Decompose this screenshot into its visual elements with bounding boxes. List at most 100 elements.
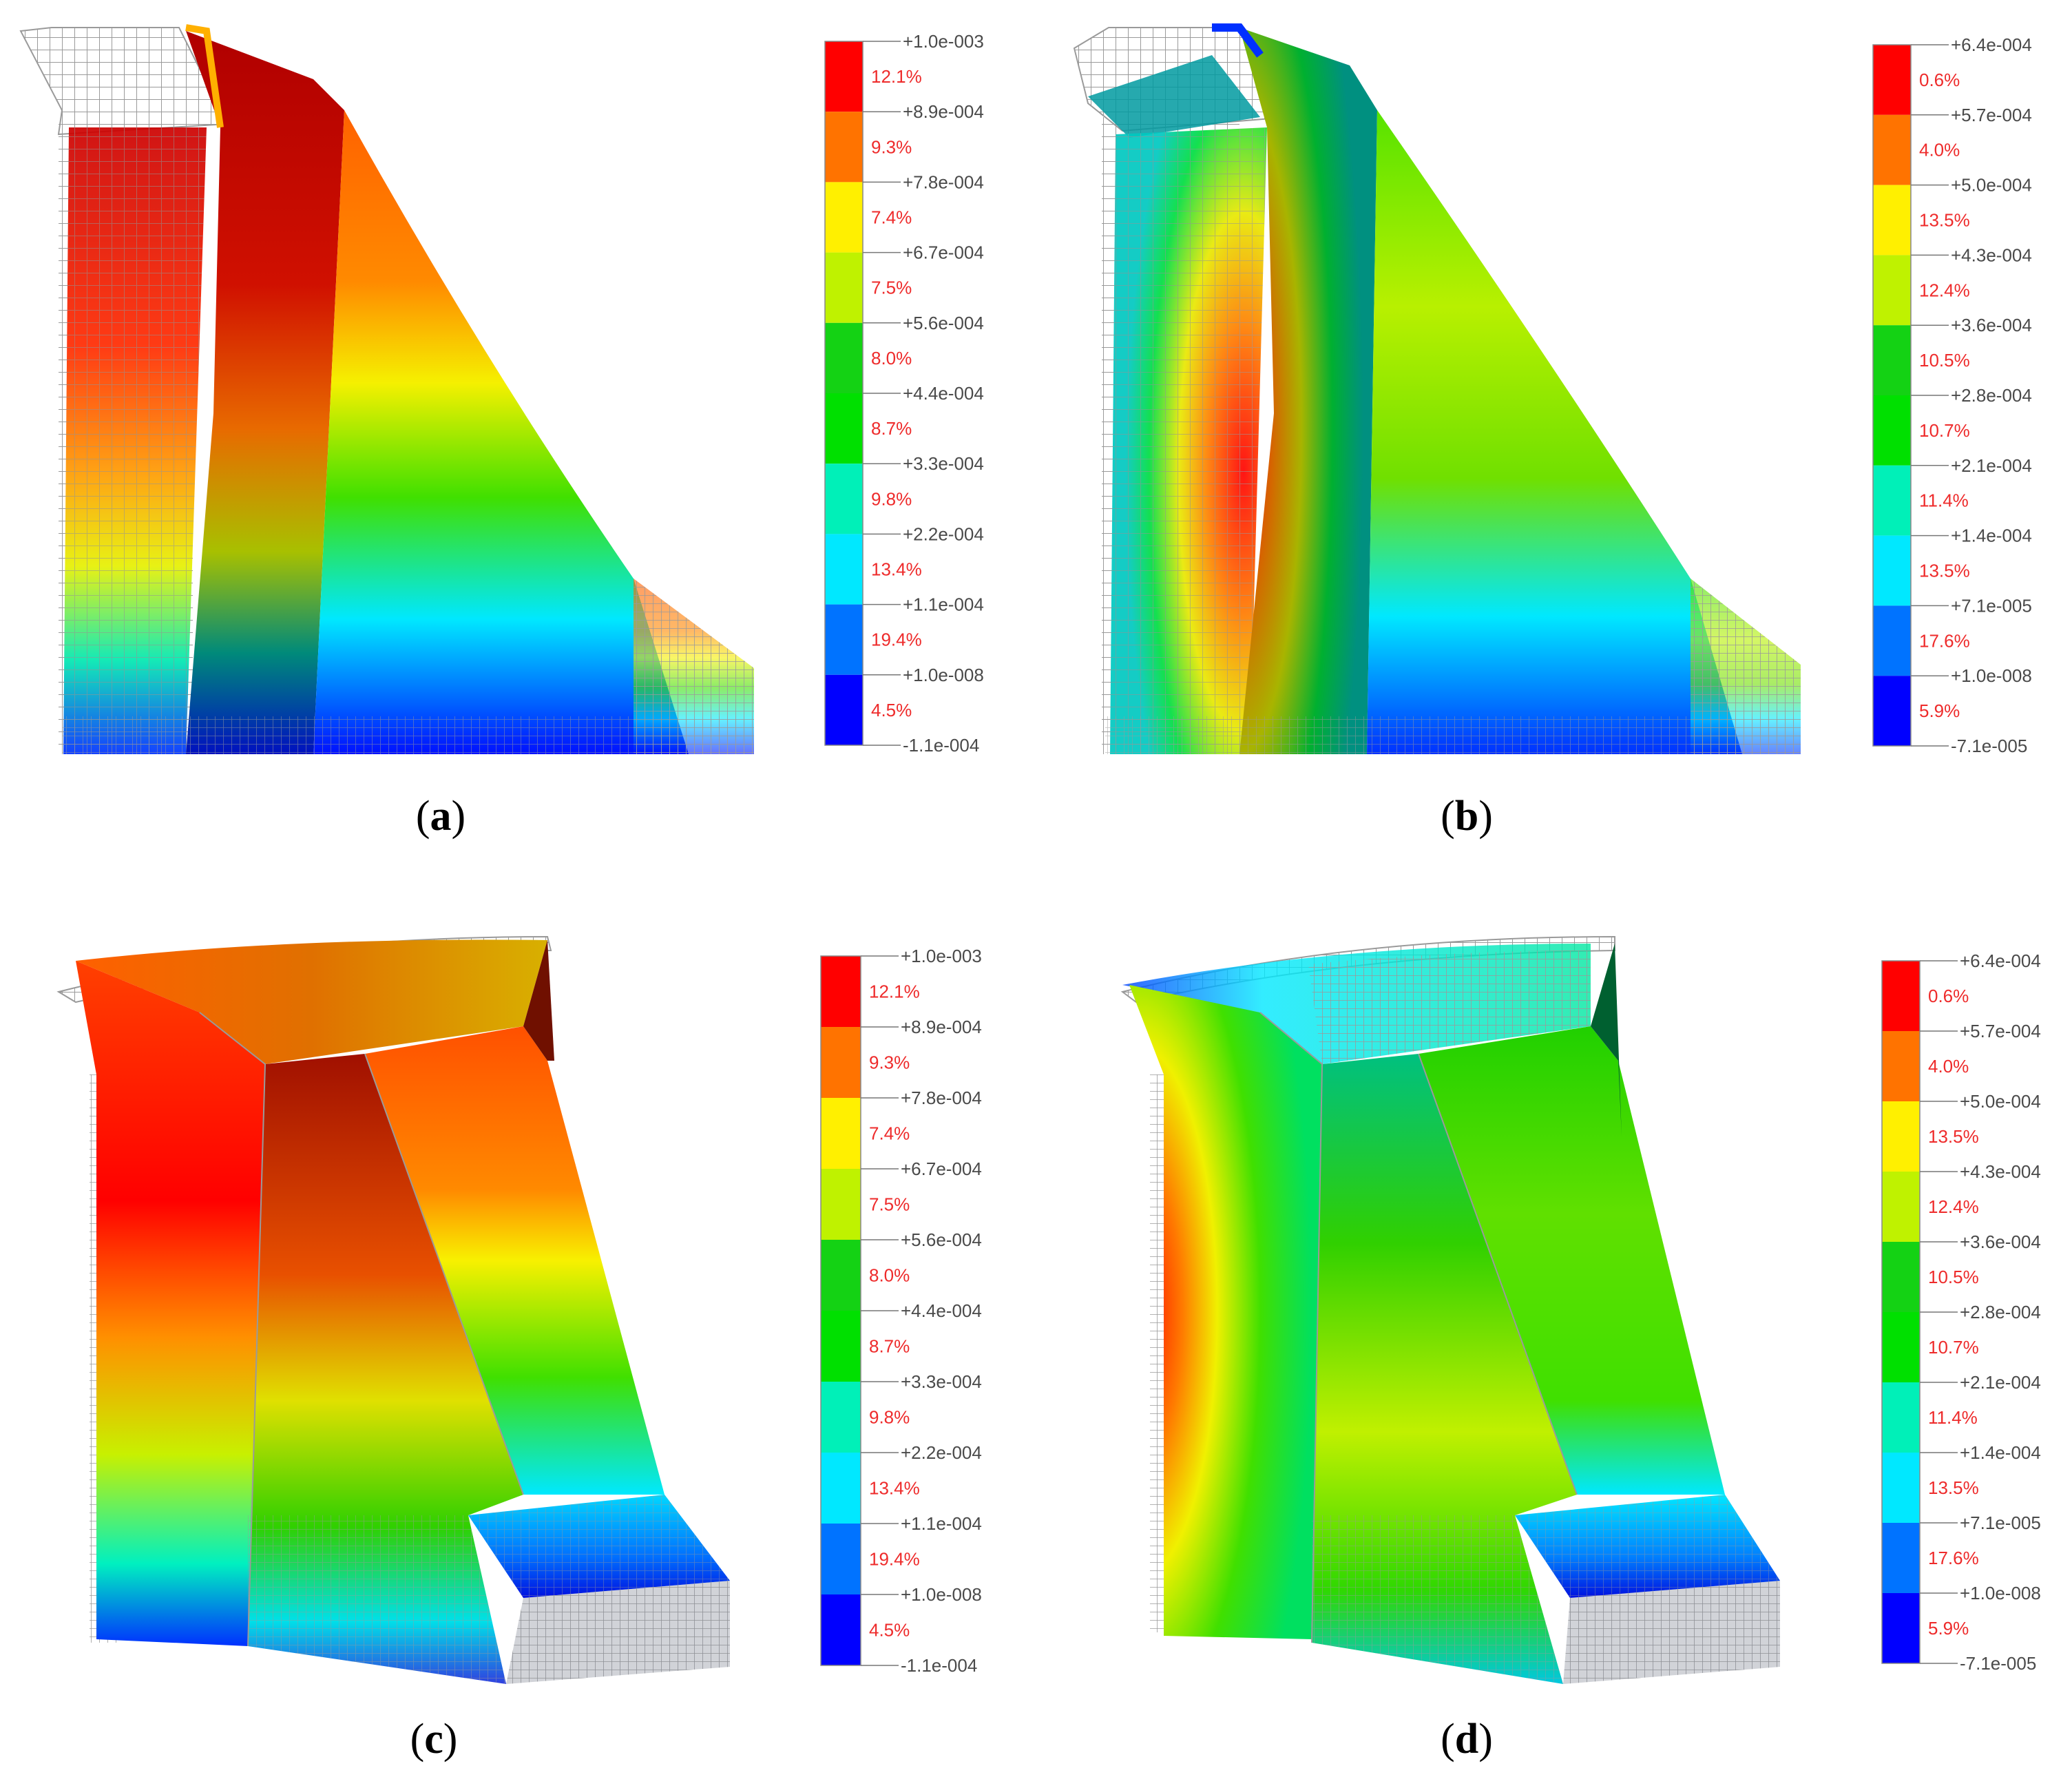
legend-b-tick-4: +3.6e-004 (1951, 315, 2032, 335)
legend-c-percent-3: 7.5% (869, 1194, 910, 1215)
legend-d-percent-5: 10.7% (1928, 1337, 1979, 1358)
dam-model-b (1073, 23, 1801, 754)
color-legend-c: 12.1% 9.3% 7.4% 7.5% 8.0% 8.7% 9.8% 13.4% 19.4% 4… (820, 946, 982, 1676)
legend-a-swatch-1 (825, 112, 863, 183)
legend-b-swatch-2 (1873, 185, 1911, 256)
legend-d-tick-7: +1.4e-004 (1960, 1442, 2041, 1463)
legend-b-tick-7: +1.4e-004 (1951, 526, 2032, 546)
legend-c-swatch-8 (821, 1524, 861, 1594)
legend-d-tick-1: +5.7e-004 (1960, 1021, 2041, 1041)
legend-b-tick-3: +4.3e-004 (1951, 245, 2032, 265)
legend-c-swatch-4 (821, 1240, 861, 1311)
legend-d-tick-3: +4.3e-004 (1960, 1161, 2041, 1182)
legend-a-percent-3: 7.5% (871, 278, 912, 298)
legend-a-tick-10: -1.1e-004 (903, 735, 979, 756)
legend-c-swatch-9 (821, 1594, 861, 1665)
legend-d-swatch-2 (1882, 1101, 1920, 1172)
legend-b-swatch-9 (1873, 676, 1911, 746)
legend-b-tick-2: +5.0e-004 (1951, 175, 2032, 196)
panel-d: 0.6% 4.0% 13.5% 12.4% 10.5% 10.7% 11.4% 13.5% 17… (1120, 935, 2041, 1763)
legend-c-swatch-6 (821, 1382, 861, 1453)
legend-d-swatch-8 (1882, 1523, 1920, 1593)
legend-b-percent-8: 17.6% (1919, 630, 1970, 651)
legend-c-percent-9: 4.5% (869, 1620, 910, 1641)
legend-a-swatch-4 (825, 322, 863, 393)
legend-c-swatch-2 (821, 1098, 861, 1169)
legend-a-percent-8: 19.4% (871, 630, 922, 650)
legend-c-tick-1: +8.9e-004 (901, 1017, 982, 1037)
legend-a-tick-8: +1.1e-004 (903, 594, 984, 615)
legend-d-swatch-3 (1882, 1172, 1920, 1242)
legend-c-tick-0: +1.0e-003 (901, 946, 982, 966)
legend-a-percent-6: 9.8% (871, 488, 912, 509)
legend-b-swatch-6 (1873, 465, 1911, 536)
legend-b-percent-3: 12.4% (1919, 280, 1970, 300)
legend-a-percent-0: 12.1% (871, 66, 922, 87)
legend-b-percent-0: 0.6% (1919, 70, 1960, 90)
panel-c: 12.1% 9.3% 7.4% 7.5% 8.0% 8.7% 9.8% 13.4% 19.4% 4… (56, 935, 982, 1763)
legend-a-tick-7: +2.2e-004 (903, 523, 984, 544)
legend-d-swatch-6 (1882, 1382, 1920, 1453)
legend-b-tick-10: -7.1e-005 (1951, 736, 2027, 756)
color-legend-d: 0.6% 4.0% 13.5% 12.4% 10.5% 10.7% 11.4% 13.5% 17… (1881, 950, 2041, 1674)
legend-b-swatch-8 (1873, 605, 1911, 676)
legend-c-percent-7: 13.4% (869, 1478, 920, 1499)
dam-model-a (19, 24, 754, 754)
legend-b-percent-9: 5.9% (1919, 700, 1960, 721)
legend-b-tick-0: +6.4e-004 (1951, 34, 2032, 55)
legend-a-swatch-6 (825, 464, 863, 534)
legend-d-percent-1: 4.0% (1928, 1056, 1969, 1077)
legend-b-percent-7: 13.5% (1919, 561, 1970, 581)
legend-c-tick-9: +1.0e-008 (901, 1584, 982, 1605)
legend-a-swatch-2 (825, 182, 863, 253)
legend-d-tick-8: +7.1e-005 (1960, 1513, 2041, 1533)
legend-a-percent-5: 8.7% (871, 418, 912, 439)
legend-b-swatch-4 (1873, 325, 1911, 395)
legend-a-tick-2: +7.8e-004 (903, 172, 984, 192)
caption-d: (d) (1441, 1716, 1493, 1763)
legend-c-percent-6: 9.8% (869, 1407, 910, 1428)
legend-c-swatch-7 (821, 1453, 861, 1524)
legend-c-swatch-0 (821, 956, 861, 1027)
caption-b: (b) (1441, 793, 1493, 840)
legend-c-tick-2: +7.8e-004 (901, 1088, 982, 1108)
legend-d-tick-5: +2.8e-004 (1960, 1302, 2041, 1322)
legend-b-swatch-1 (1873, 114, 1911, 185)
legend-d-percent-2: 13.5% (1928, 1126, 1979, 1147)
legend-d-tick-9: +1.0e-008 (1960, 1583, 2041, 1603)
legend-a-tick-3: +6.7e-004 (903, 242, 984, 263)
legend-a-swatch-7 (825, 534, 863, 605)
legend-c-percent-4: 8.0% (869, 1265, 910, 1286)
legend-b-percent-4: 10.5% (1919, 350, 1970, 371)
legend-a-tick-4: +5.6e-004 (903, 313, 984, 333)
caption-c: (c) (410, 1716, 458, 1763)
legend-d-swatch-1 (1882, 1031, 1920, 1101)
legend-d-tick-2: +5.0e-004 (1960, 1091, 2041, 1112)
legend-a-swatch-0 (825, 41, 863, 112)
caption-a: (a) (416, 793, 465, 840)
legend-d-swatch-9 (1882, 1593, 1920, 1663)
legend-c-tick-6: +3.3e-004 (901, 1371, 982, 1392)
legend-b-tick-9: +1.0e-008 (1951, 665, 2032, 686)
legend-d-percent-7: 13.5% (1928, 1477, 1979, 1498)
legend-a-tick-5: +4.4e-004 (903, 383, 984, 404)
legend-a-percent-4: 8.0% (871, 348, 912, 368)
legend-a-tick-9: +1.0e-008 (903, 665, 984, 685)
legend-c-tick-3: +6.7e-004 (901, 1158, 982, 1179)
legend-b-percent-1: 4.0% (1919, 140, 1960, 160)
panel-a: 12.1% 9.3% 7.4% 7.5% 8.0% 8.7% 9.8% 13.4% 19.4% 4… (19, 24, 984, 840)
legend-c-percent-1: 9.3% (869, 1052, 910, 1073)
legend-d-tick-6: +2.1e-004 (1960, 1372, 2041, 1393)
legend-d-swatch-4 (1882, 1242, 1920, 1312)
legend-d-percent-3: 12.4% (1928, 1196, 1979, 1217)
legend-d-swatch-5 (1882, 1312, 1920, 1382)
legend-d-percent-6: 11.4% (1928, 1407, 1978, 1428)
legend-b-tick-8: +7.1e-005 (1951, 595, 2032, 616)
legend-b-swatch-7 (1873, 535, 1911, 606)
legend-a-percent-2: 7.4% (871, 207, 912, 228)
legend-a-swatch-8 (825, 604, 863, 675)
legend-a-percent-1: 9.3% (871, 136, 912, 157)
legend-c-percent-8: 19.4% (869, 1549, 920, 1570)
legend-b-tick-1: +5.7e-004 (1951, 105, 2032, 125)
